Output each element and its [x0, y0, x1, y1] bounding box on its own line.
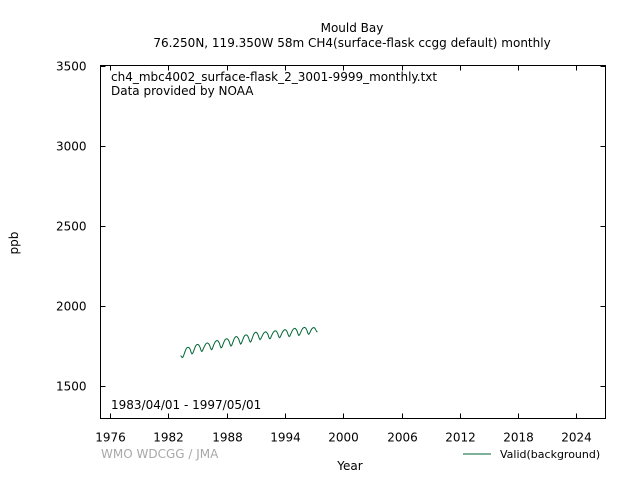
x-tick-label: 2018 — [503, 431, 534, 445]
x-axis-label: Year — [336, 459, 362, 473]
provider-label: Data provided by NOAA — [111, 84, 254, 98]
y-tick-label: 3000 — [56, 140, 87, 154]
x-tick-label: 1994 — [270, 431, 301, 445]
legend: Valid(background) — [463, 448, 600, 461]
y-tick-label: 3500 — [56, 60, 87, 74]
y-axis-ticks: 1500 2000 2500 3000 3500 — [56, 60, 606, 394]
y-tick-label: 1500 — [56, 380, 87, 394]
legend-label: Valid(background) — [500, 448, 600, 461]
x-tick-label: 1982 — [153, 431, 184, 445]
x-tick-label: 2000 — [328, 431, 359, 445]
chart-title: Mould Bay — [321, 21, 384, 35]
series-layer — [180, 326, 318, 359]
x-tick-label: 1988 — [212, 431, 243, 445]
x-tick-label: 2012 — [445, 431, 476, 445]
y-tick-label: 2000 — [56, 300, 87, 314]
x-tick-label: 2006 — [387, 431, 418, 445]
plot-frame — [100, 65, 606, 419]
file-label: ch4_mbc4002_surface-flask_2_3001-9999_mo… — [111, 70, 437, 84]
x-tick-label: 1976 — [95, 431, 126, 445]
y-tick-label: 2500 — [56, 220, 87, 234]
chart-subtitle: 76.250N, 119.350W 58m CH4(surface-flask … — [153, 36, 550, 50]
x-tick-label: 2024 — [561, 431, 592, 445]
series-line — [180, 326, 318, 359]
x-axis-ticks: 1976 1982 1988 1994 2000 2006 2012 2018 2024 — [95, 65, 592, 445]
attribution-label: WMO WDCGG / JMA — [101, 447, 219, 461]
y-axis-label: ppb — [7, 232, 21, 255]
date-range-label: 1983/04/01 - 1997/05/01 — [111, 398, 261, 412]
